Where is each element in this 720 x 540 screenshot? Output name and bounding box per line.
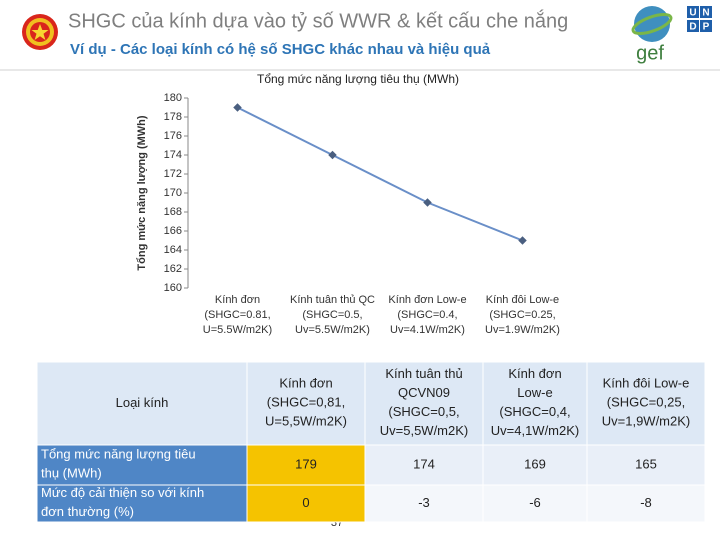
table-header-text: Kính đơn (SHGC=0,81, U=5,5W/m2K) — [265, 376, 347, 429]
undp-letter: U — [689, 8, 696, 19]
table-cell — [246, 484, 366, 523]
table-header-cell — [482, 361, 588, 446]
y-tick-label: 176 — [164, 130, 182, 142]
table-cell-text: -3 — [418, 495, 430, 510]
x-tick-label: Kính tuân thủ QC (SHGC=0.5, Uv=5.5W/m2K) — [290, 294, 375, 336]
gef-logo: gef — [631, 6, 673, 64]
table-cell — [482, 484, 588, 523]
y-tick-label: 178 — [164, 111, 182, 123]
y-tick-label: 172 — [164, 168, 182, 180]
table-header-cell — [246, 361, 366, 446]
table-cell-text: 169 — [524, 456, 546, 471]
table-header-text: Loại kính — [116, 395, 169, 410]
undp-box — [700, 20, 712, 32]
table-cell-text: -8 — [640, 495, 652, 510]
marker — [423, 198, 432, 207]
y-tick-label: 174 — [164, 149, 182, 161]
gef-text: gef — [636, 42, 664, 64]
y-tick-label: 180 — [164, 92, 182, 104]
x-tick-label: Kính đơn Low-e (SHGC=0.4, Uv=4.1W/m2K) — [388, 294, 466, 336]
table-header-cell — [36, 361, 248, 446]
table-header-text: Kính đôi Low-e (SHGC=0,25, Uv=1,9W/m2K) — [602, 376, 691, 429]
table-cell-text: Tổng mức năng lượng tiêu thụ (MWh) — [41, 447, 196, 481]
line — [237, 106, 523, 242]
table-cell — [586, 444, 706, 486]
y-tick-label: 162 — [164, 263, 182, 275]
table-cell-text: -6 — [529, 495, 541, 510]
x-tick-label: Kính đơn (SHGC=0.81, U=5.5W/m2K) — [203, 294, 272, 336]
table-cell — [36, 484, 248, 523]
slide-title: SHGC của kính dựa vào tỷ số WWR & kết cấ… — [68, 9, 568, 32]
table-cell-text: 179 — [295, 456, 317, 471]
table-cell — [482, 444, 588, 486]
marker — [518, 236, 527, 245]
undp-letter: N — [702, 8, 709, 19]
table-cell-text: 0 — [302, 495, 309, 510]
table-cell — [246, 444, 366, 486]
table-cell — [364, 484, 484, 523]
x-tick-label: Kính đôi Low-e (SHGC=0.25, Uv=1.9W/m2K) — [485, 294, 560, 336]
undp-box — [687, 20, 699, 32]
y-tick-label: 166 — [164, 225, 182, 237]
chart-title: Tổng mức năng lượng tiêu thụ (MWh) — [257, 72, 459, 86]
marker — [328, 150, 337, 160]
y-axis-label: Tổng mức năng lượng (MWh) — [136, 115, 148, 270]
y-tick-label: 170 — [164, 187, 182, 199]
table-header-text: Kính tuân thủ QCVN09 (SHGC=0,5, Uv=5,5W/m2K… — [380, 366, 469, 438]
undp-box — [700, 6, 712, 18]
undp-letter: D — [689, 22, 696, 33]
undp-letter: P — [703, 22, 710, 33]
y-tick-label: 160 — [164, 282, 182, 294]
table-cell — [364, 444, 484, 486]
table-cell — [36, 444, 248, 486]
table-cell-text: Mức độ cải thiện so với kính đơn thường (… — [41, 485, 204, 519]
table-header-text: Kính đơn Low-e (SHGC=0,4, Uv=4,1W/m2K) — [491, 366, 580, 438]
table-cell-text: 165 — [635, 456, 657, 471]
table-header-cell — [586, 361, 706, 446]
slide-subtitle: Ví dụ - Các loại kính có hệ số SHGC khác… — [70, 41, 491, 58]
y-tick-label: 164 — [164, 244, 182, 256]
marker — [233, 103, 242, 112]
undp-box — [687, 6, 699, 18]
table-cell-text: 174 — [413, 456, 435, 471]
y-tick-label: 168 — [164, 206, 182, 218]
emblem — [22, 14, 58, 50]
undp-logo: U ND P — [687, 6, 712, 33]
table-cell — [586, 484, 706, 523]
